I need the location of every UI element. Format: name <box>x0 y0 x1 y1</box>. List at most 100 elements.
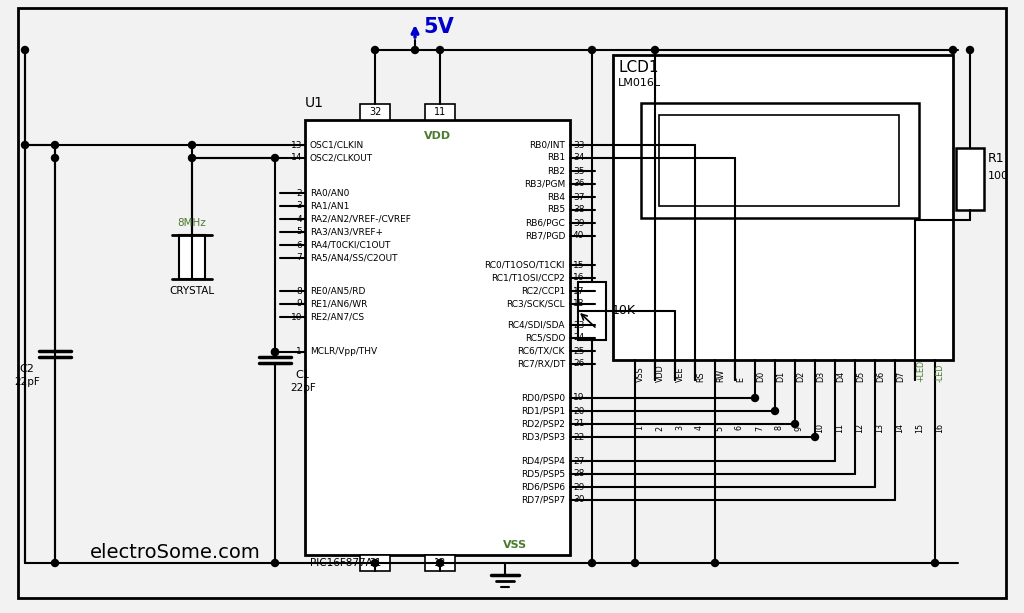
Text: 11: 11 <box>434 107 446 117</box>
Text: R1: R1 <box>988 151 1005 164</box>
Text: 6: 6 <box>296 240 302 249</box>
Text: RA4/T0CKI/C1OUT: RA4/T0CKI/C1OUT <box>310 240 390 249</box>
Bar <box>578 282 606 340</box>
Text: RE0/AN5/RD: RE0/AN5/RD <box>310 286 366 295</box>
Text: RA5/AN4/SS/C2OUT: RA5/AN4/SS/C2OUT <box>310 254 397 262</box>
Circle shape <box>372 47 379 53</box>
Text: RC3/SCK/SCL: RC3/SCK/SCL <box>507 300 565 308</box>
Text: -LED: -LED <box>936 364 945 382</box>
Text: OSC1/CLKIN: OSC1/CLKIN <box>310 140 365 150</box>
Text: RB5: RB5 <box>547 205 565 215</box>
Circle shape <box>188 154 196 161</box>
Text: PIC16F877A: PIC16F877A <box>310 558 373 568</box>
Text: CRYSTAL: CRYSTAL <box>169 286 215 296</box>
Text: 13: 13 <box>291 140 302 150</box>
Text: RC0/T1OSO/T1CKI: RC0/T1OSO/T1CKI <box>484 261 565 270</box>
Text: RD3/PSP3: RD3/PSP3 <box>521 433 565 441</box>
Text: RB4: RB4 <box>547 192 565 202</box>
Text: D0: D0 <box>756 371 765 382</box>
Text: U1: U1 <box>305 96 324 110</box>
Circle shape <box>932 560 939 566</box>
Text: 8: 8 <box>296 286 302 295</box>
Circle shape <box>412 47 419 53</box>
Text: 7: 7 <box>296 254 302 262</box>
Text: RA0/AN0: RA0/AN0 <box>310 189 349 197</box>
Text: 8: 8 <box>775 425 784 430</box>
Text: 38: 38 <box>573 205 585 215</box>
Text: RA3/AN3/VREF+: RA3/AN3/VREF+ <box>310 227 383 237</box>
Text: RC4/SDI/SDA: RC4/SDI/SDA <box>508 321 565 330</box>
Text: 12: 12 <box>855 423 864 433</box>
Text: 24: 24 <box>573 333 585 343</box>
Text: 5V: 5V <box>423 17 454 37</box>
Text: 23: 23 <box>573 321 585 330</box>
Bar <box>956 148 984 210</box>
Bar <box>425 555 455 571</box>
Text: 16: 16 <box>935 423 944 433</box>
Text: RD6/PSP6: RD6/PSP6 <box>521 482 565 492</box>
Text: RC2/CCP1: RC2/CCP1 <box>521 286 565 295</box>
Text: 1: 1 <box>296 348 302 357</box>
Text: RD7/PSP7: RD7/PSP7 <box>521 495 565 504</box>
Text: 21: 21 <box>573 419 585 428</box>
Text: 4: 4 <box>695 425 705 430</box>
Text: 13: 13 <box>874 423 884 433</box>
Circle shape <box>22 47 29 53</box>
Text: D1: D1 <box>776 371 785 382</box>
Circle shape <box>51 142 58 148</box>
Text: 22pF: 22pF <box>290 383 315 393</box>
Text: 34: 34 <box>573 153 585 162</box>
Text: 1: 1 <box>635 425 644 430</box>
Text: 2: 2 <box>296 189 302 197</box>
Circle shape <box>188 142 196 148</box>
Circle shape <box>51 154 58 161</box>
Text: VSS: VSS <box>636 366 645 382</box>
Text: 14: 14 <box>895 423 904 433</box>
Text: MCLR/Vpp/THV: MCLR/Vpp/THV <box>310 348 377 357</box>
Text: RE2/AN7/CS: RE2/AN7/CS <box>310 313 365 321</box>
Circle shape <box>436 47 443 53</box>
Circle shape <box>22 142 29 148</box>
Circle shape <box>712 560 719 566</box>
Text: RD1/PSP1: RD1/PSP1 <box>521 406 565 416</box>
Text: 27: 27 <box>573 457 585 465</box>
Text: 35: 35 <box>573 167 585 175</box>
Text: 10: 10 <box>815 423 824 433</box>
Circle shape <box>271 349 279 356</box>
Text: C2: C2 <box>19 364 35 374</box>
Text: 30: 30 <box>573 495 585 504</box>
Text: 17: 17 <box>573 286 585 295</box>
Text: 8MHz: 8MHz <box>177 218 207 228</box>
Text: 15: 15 <box>573 261 585 270</box>
Bar <box>360 104 390 120</box>
Circle shape <box>771 408 778 414</box>
Circle shape <box>271 560 279 566</box>
Text: 10: 10 <box>291 313 302 321</box>
Bar <box>305 120 570 555</box>
Text: RA2/AN2/VREF-/CVREF: RA2/AN2/VREF-/CVREF <box>310 215 411 224</box>
Text: 20: 20 <box>573 406 585 416</box>
Circle shape <box>271 154 279 161</box>
Text: 6: 6 <box>735 425 744 430</box>
Text: RD0/PSP0: RD0/PSP0 <box>521 394 565 403</box>
Circle shape <box>372 560 379 566</box>
Text: RC1/T1OSI/CCP2: RC1/T1OSI/CCP2 <box>492 273 565 283</box>
Text: 22: 22 <box>573 433 585 441</box>
Text: 10K: 10K <box>612 305 636 318</box>
Text: D4: D4 <box>836 371 845 382</box>
Text: RB2: RB2 <box>547 167 565 175</box>
Text: 29: 29 <box>573 482 585 492</box>
Text: 36: 36 <box>573 180 585 189</box>
Text: RC6/TX/CK: RC6/TX/CK <box>517 346 565 356</box>
Circle shape <box>949 47 956 53</box>
Text: 18: 18 <box>573 300 585 308</box>
Text: 100: 100 <box>988 171 1009 181</box>
Bar <box>425 104 455 120</box>
Text: 9: 9 <box>296 300 302 308</box>
Text: D7: D7 <box>896 371 905 382</box>
Text: OSC2/CLKOUT: OSC2/CLKOUT <box>310 153 373 162</box>
Circle shape <box>651 47 658 53</box>
Text: E: E <box>736 377 745 382</box>
Text: 15: 15 <box>915 423 924 433</box>
Circle shape <box>589 560 596 566</box>
